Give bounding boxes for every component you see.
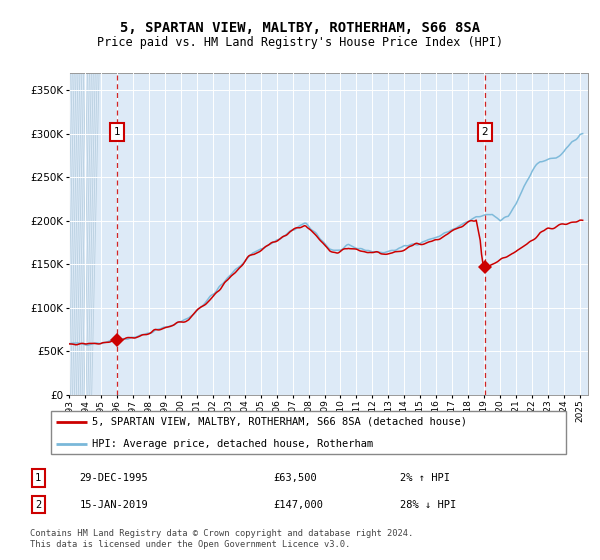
Text: £63,500: £63,500 (273, 473, 317, 483)
Text: 5, SPARTAN VIEW, MALTBY, ROTHERHAM, S66 8SA: 5, SPARTAN VIEW, MALTBY, ROTHERHAM, S66 … (120, 21, 480, 35)
Text: 5, SPARTAN VIEW, MALTBY, ROTHERHAM, S66 8SA (detached house): 5, SPARTAN VIEW, MALTBY, ROTHERHAM, S66 … (92, 417, 467, 427)
Text: 2: 2 (35, 500, 41, 510)
Text: 1: 1 (35, 473, 41, 483)
FancyBboxPatch shape (50, 411, 566, 454)
Text: Contains HM Land Registry data © Crown copyright and database right 2024.
This d: Contains HM Land Registry data © Crown c… (30, 529, 413, 549)
Text: £147,000: £147,000 (273, 500, 323, 510)
Text: 28% ↓ HPI: 28% ↓ HPI (400, 500, 456, 510)
Text: HPI: Average price, detached house, Rotherham: HPI: Average price, detached house, Roth… (92, 438, 374, 449)
Text: 29-DEC-1995: 29-DEC-1995 (80, 473, 148, 483)
Text: 2: 2 (482, 127, 488, 137)
Text: 2% ↑ HPI: 2% ↑ HPI (400, 473, 450, 483)
Bar (69, 73, 85, 395)
Text: 15-JAN-2019: 15-JAN-2019 (80, 500, 148, 510)
Text: 1: 1 (113, 127, 120, 137)
Text: Price paid vs. HM Land Registry's House Price Index (HPI): Price paid vs. HM Land Registry's House … (97, 36, 503, 49)
